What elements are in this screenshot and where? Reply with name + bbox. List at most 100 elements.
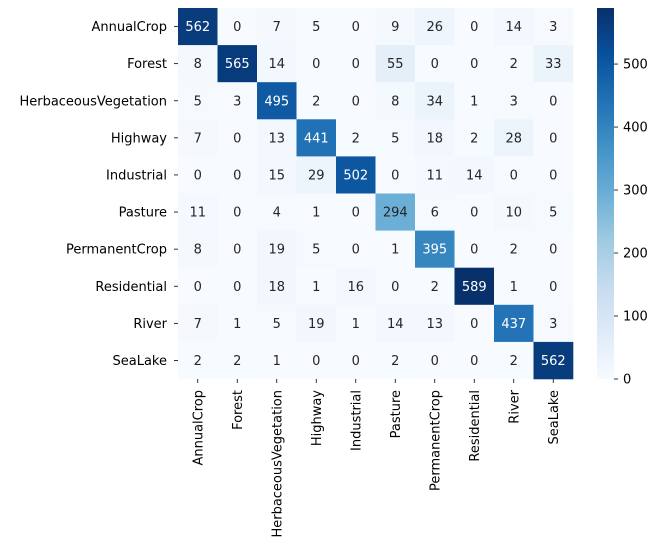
- heatmap-cell: [257, 82, 297, 120]
- heatmap-cell-label: 0: [233, 131, 241, 146]
- heatmap-cell: [217, 267, 258, 306]
- heatmap-cell-label: 1: [273, 354, 281, 369]
- heatmap-cell-label: 0: [470, 57, 478, 72]
- heatmap-cell: [533, 193, 574, 231]
- heatmap-cell: [454, 82, 495, 120]
- heatmap-cell-label: 14: [268, 57, 285, 72]
- colorbar: 0 100 200 300 400 500: [597, 8, 648, 388]
- heatmap-cell-label: 0: [549, 168, 557, 183]
- heatmap-cell: [375, 45, 416, 83]
- heatmap-cell: [454, 304, 495, 343]
- heatmap-cell: [375, 119, 416, 157]
- heatmap-cell: [415, 45, 455, 83]
- heatmap-cell-label: 18: [268, 280, 285, 295]
- heatmap-cell: [296, 230, 337, 268]
- colorbar-tick-label: 300: [623, 184, 648, 199]
- heatmap-cell: [296, 267, 337, 306]
- heatmap-cell-label: 0: [312, 57, 320, 72]
- heatmap-cell-label: 6: [431, 206, 439, 221]
- y-tick-label: PermanentCrop: [66, 243, 167, 258]
- heatmap-cell-label: 0: [549, 131, 557, 146]
- heatmap-cell-label: 2: [194, 354, 202, 369]
- heatmap-cell-label: 3: [510, 94, 518, 109]
- heatmap-cell-label: 437: [501, 317, 526, 332]
- colorbar-tick-label: 400: [623, 121, 648, 136]
- heatmap-cell: [454, 230, 495, 268]
- heatmap-cell-label: 29: [308, 168, 325, 183]
- heatmap-cell-label: 2: [470, 131, 478, 146]
- heatmap-cell: [296, 8, 337, 46]
- heatmap-cell: [336, 8, 376, 46]
- heatmap-cell-label: 26: [426, 20, 443, 35]
- heatmap-cell-label: 0: [233, 243, 241, 258]
- heatmap-cell: [178, 193, 218, 231]
- heatmap-cell-label: 0: [391, 168, 399, 183]
- heatmap-cell: [533, 304, 574, 343]
- heatmap-cell-label: 5: [273, 317, 281, 332]
- heatmap-cell: [533, 82, 574, 120]
- heatmap-cell: [375, 230, 416, 268]
- heatmap-cell: [375, 82, 416, 120]
- heatmap-cell-label: 7: [273, 20, 281, 35]
- heatmap-cell-label: 0: [391, 280, 399, 295]
- heatmap-cell-label: 1: [312, 280, 320, 295]
- x-tick-label: Residential: [468, 390, 483, 462]
- heatmap-cell-label: 0: [233, 20, 241, 35]
- heatmap-cell: [296, 341, 337, 380]
- heatmap-cell-label: 2: [510, 354, 518, 369]
- heatmap-cell: [257, 304, 297, 343]
- heatmap-cell: [494, 8, 534, 46]
- colorbar-ticks: 0 100 200 300 400 500: [614, 58, 648, 388]
- heatmap-cell-label: 0: [352, 94, 360, 109]
- heatmap-cell: [336, 193, 376, 231]
- heatmap-cell: [533, 230, 574, 268]
- heatmap-cell-label: 1: [391, 243, 399, 258]
- heatmap-cell-label: 0: [194, 280, 202, 295]
- x-tick-label: Forest: [231, 390, 246, 430]
- heatmap-cell-label: 5: [312, 243, 320, 258]
- heatmap-cell: [375, 267, 416, 306]
- colorbar-tick-label: 200: [623, 247, 648, 262]
- heatmap-cell-label: 0: [352, 20, 360, 35]
- heatmap-cell: [178, 82, 218, 120]
- heatmap-cell-label: 19: [308, 317, 325, 332]
- heatmap-cell: [454, 8, 495, 46]
- heatmap-cell: [178, 304, 218, 343]
- heatmap-cell-label: 0: [510, 168, 518, 183]
- heatmap-cell-label: 9: [391, 20, 399, 35]
- x-tick-label: River: [507, 389, 522, 423]
- heatmap-cell: [178, 341, 218, 380]
- heatmap-cell-label: 14: [505, 20, 522, 35]
- heatmap-cell: [217, 341, 258, 380]
- heatmap-cell-label: 0: [470, 354, 478, 369]
- heatmap-cell-label: 19: [268, 243, 285, 258]
- heatmap-cell-label: 0: [470, 20, 478, 35]
- heatmap-cell-label: 11: [426, 168, 443, 183]
- heatmap-cell: [533, 119, 574, 157]
- heatmap-cell: [494, 45, 534, 83]
- heatmap-cell-label: 13: [426, 317, 443, 332]
- heatmap-cell-label: 2: [233, 354, 241, 369]
- heatmap-cell: [375, 341, 416, 380]
- heatmap-cell: [454, 267, 495, 306]
- heatmap-cell: [336, 304, 376, 343]
- heatmap-cell-label: 0: [352, 206, 360, 221]
- heatmap-cell-label: 0: [470, 243, 478, 258]
- heatmap-cell-label: 0: [470, 206, 478, 221]
- y-tick-label: Highway: [111, 131, 167, 146]
- heatmap-cell: [415, 304, 455, 343]
- heatmap-cell: [454, 193, 495, 231]
- heatmap-cell: [494, 304, 534, 343]
- heatmap-cell: [257, 193, 297, 231]
- heatmap-cell: [178, 267, 218, 306]
- heatmap-cell: [296, 119, 337, 157]
- heatmap-cell: [415, 230, 455, 268]
- heatmap-cell-label: 7: [194, 131, 202, 146]
- heatmap-cell-label: 0: [549, 243, 557, 258]
- heatmap-cell: [257, 119, 297, 157]
- x-tick-label: Highway: [310, 390, 325, 446]
- heatmap-cell-label: 1: [312, 206, 320, 221]
- heatmap-cell-label: 8: [391, 94, 399, 109]
- x-tick-label: AnnualCrop: [191, 390, 206, 466]
